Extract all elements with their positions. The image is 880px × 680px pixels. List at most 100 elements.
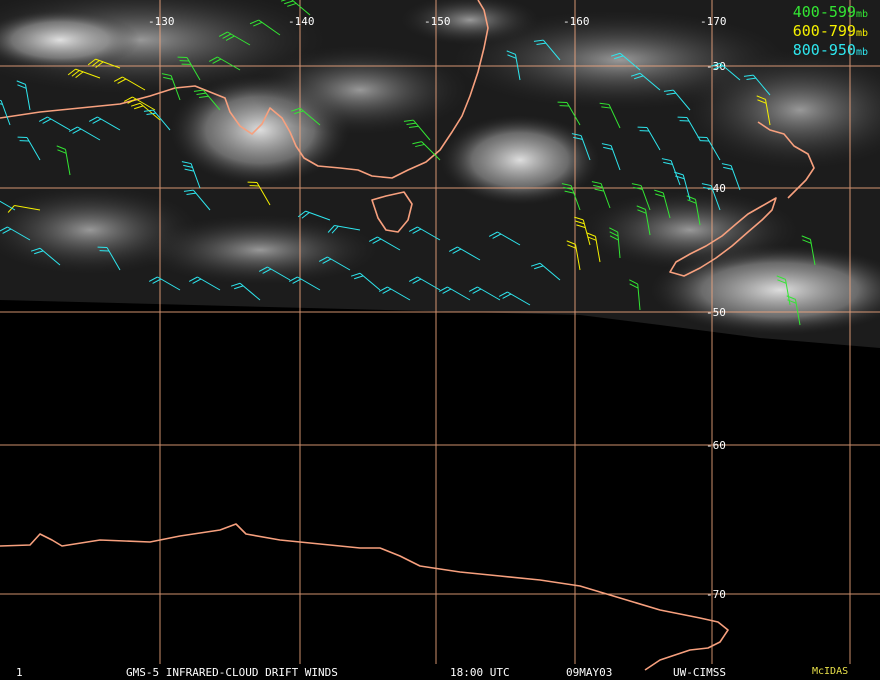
wind-barb [280, 0, 311, 16]
wind-barb [148, 276, 181, 291]
wind-barb [701, 183, 721, 211]
wind-barb [488, 231, 521, 246]
wind-barb [630, 72, 661, 91]
wind-barb [87, 58, 121, 69]
wind-barb [230, 282, 261, 301]
wind-barb [16, 80, 31, 111]
wind-barb [143, 109, 171, 131]
wind-barb [247, 181, 271, 206]
tasmania-coastline [371, 191, 413, 233]
wind-barb [686, 195, 701, 226]
wind-barb [181, 161, 201, 189]
wind-barb [756, 95, 771, 126]
wind-barb [566, 240, 581, 271]
lon-label: -170 [700, 15, 727, 28]
wind-barb [208, 56, 241, 71]
wind-barb [609, 227, 621, 259]
wind-barb [697, 136, 721, 161]
wind-barb [654, 189, 671, 219]
wind-barb [438, 286, 471, 301]
wind-barb [412, 141, 441, 161]
wind-barb [801, 235, 816, 266]
wind-barb [710, 62, 741, 81]
wind-barb [599, 102, 621, 129]
graticule [0, 0, 880, 664]
lon-label: -160 [563, 15, 590, 28]
wind-barb [38, 116, 71, 131]
lat-label: -30 [706, 60, 726, 73]
wind-barb [30, 247, 61, 266]
wind-barb [88, 116, 121, 131]
wind-barb [56, 145, 71, 176]
pressure-legend: 400-599mb 600-799mb 800-950mb [793, 4, 868, 61]
wind-barb [7, 204, 41, 213]
wind-barb [571, 133, 591, 161]
wind-barb [530, 262, 561, 281]
wind-barb [161, 73, 181, 101]
wind-barb [574, 216, 591, 246]
wind-barb [586, 232, 601, 263]
wind-barb [498, 291, 531, 306]
antarctica-coastline [0, 523, 729, 671]
wind-barb [177, 56, 201, 81]
wind-barb [637, 126, 661, 151]
wind-barb [0, 226, 31, 241]
wind-barb [591, 181, 611, 209]
wind-barb [0, 196, 16, 211]
wind-barb [403, 119, 431, 141]
wind-barb [68, 126, 101, 141]
wind-barb [506, 50, 521, 81]
wind-barb [629, 279, 641, 311]
legend-400-599: 400-599mb [792, 3, 868, 21]
frame-number: 1 [16, 666, 23, 679]
nz-south-coastline [669, 197, 777, 277]
wind-barb [663, 89, 691, 111]
lat-label: -70 [706, 588, 726, 601]
wind-barb [318, 256, 351, 271]
product-title: GMS-5 INFRARED-CLOUD DRIFT WINDS [126, 666, 338, 679]
lon-label: -150 [424, 15, 451, 28]
wind-barbs [0, 0, 816, 326]
longitude-labels: -130 -140 -150 -160 -170 [148, 15, 727, 28]
lat-label: -50 [706, 306, 726, 319]
wind-barb [218, 31, 251, 46]
lat-label: -60 [706, 439, 726, 452]
wind-barb [188, 276, 221, 291]
valid-date: 09MAY03 [566, 666, 613, 679]
legend-600-799: 600-799mb [792, 22, 868, 40]
wind-barb [448, 246, 481, 261]
wind-barb [786, 295, 801, 326]
wind-barb [17, 136, 41, 161]
wind-barb [378, 286, 411, 301]
mcidas-label: McIDAS [812, 666, 849, 677]
legend-800-950: 800-950mb [792, 41, 868, 59]
wind-barb [368, 236, 401, 251]
wind-barb [327, 224, 361, 234]
wind-barb [183, 189, 211, 211]
source-label: UW-CIMSS [673, 666, 726, 679]
wind-barb [557, 101, 581, 126]
wind-barb [288, 276, 321, 291]
lon-label: -130 [148, 15, 175, 28]
wind-barb [123, 96, 156, 111]
wind-barb [0, 98, 11, 126]
lon-label: -140 [288, 15, 315, 28]
wind-barb [721, 163, 741, 191]
wind-barb [249, 19, 281, 36]
satellite-imagery [0, 0, 880, 348]
wind-barb [601, 143, 621, 171]
wind-barb [258, 266, 291, 281]
wind-barb [636, 205, 651, 236]
wind-barb [193, 89, 221, 111]
wind-barb [113, 76, 146, 91]
wind-barb [67, 68, 101, 79]
wind-barb [561, 183, 581, 211]
valid-time: 18:00 UTC [450, 666, 510, 679]
wind-barb [408, 276, 441, 291]
wind-barb [677, 116, 701, 141]
wind-barb [408, 226, 441, 241]
wind-barb [610, 52, 641, 71]
wind-barb [743, 74, 771, 96]
wind-barb [468, 286, 501, 301]
